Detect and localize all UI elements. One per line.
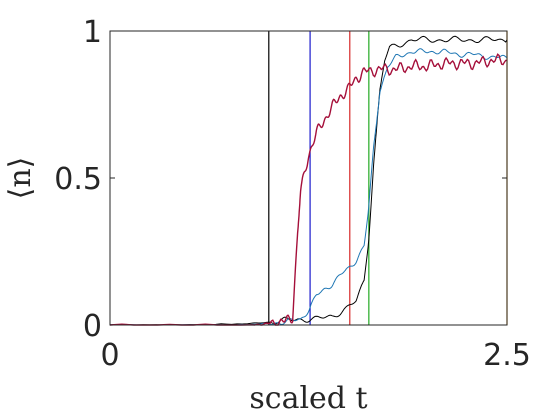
- y-tick-label: 0.5: [54, 162, 102, 197]
- x-tick-label: 2.5: [483, 338, 531, 373]
- x-axis-label: scaled t: [249, 381, 367, 416]
- plot-area: [109, 31, 508, 326]
- y-axis-label: ⟨n⟩: [3, 157, 38, 200]
- series-line: [109, 48, 508, 326]
- plot-frame: [109, 30, 508, 326]
- axis-ticks: 0 0.5 1 0 2.5: [54, 15, 531, 373]
- series-line: [109, 53, 507, 326]
- series-line: [109, 35, 508, 326]
- x-tick-label: 0: [100, 338, 119, 373]
- y-tick-label: 0: [83, 309, 102, 344]
- y-tick-label: 1: [83, 15, 102, 50]
